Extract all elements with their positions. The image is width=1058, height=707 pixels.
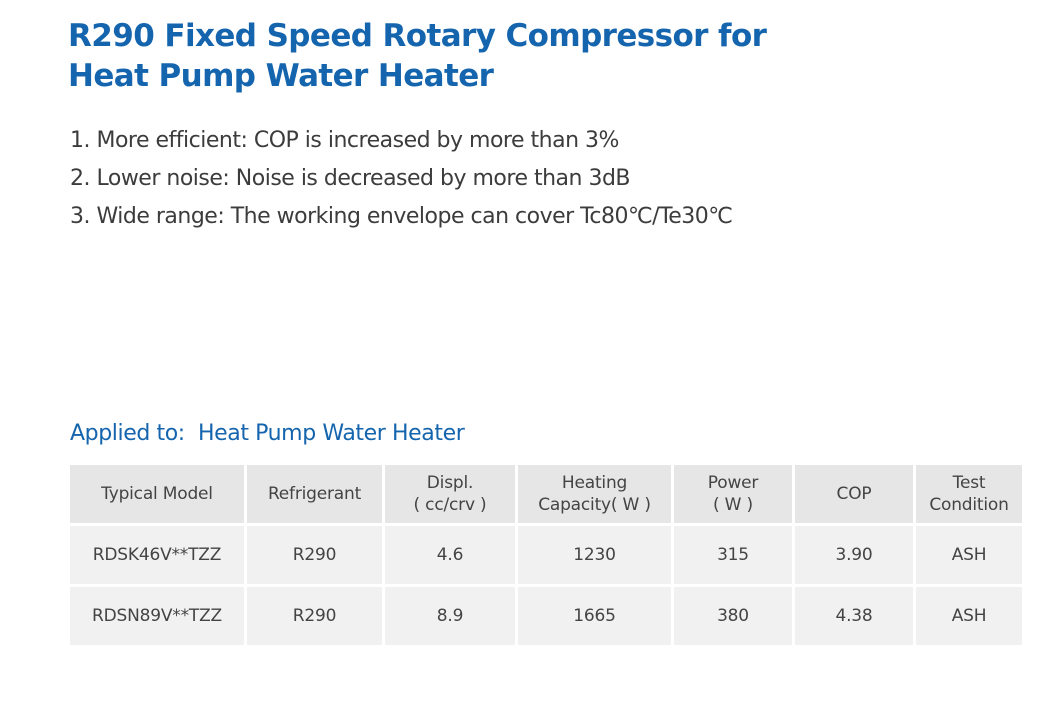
header-label: Power	[707, 473, 759, 493]
cell-refrigerant: R290	[247, 587, 382, 645]
table-row: RDSK46V**TZZ R290 4.6 1230 315 3.90 ASH	[70, 526, 1022, 584]
header-refrigerant: Refrigerant	[247, 465, 382, 523]
cell-model: RDSK46V**TZZ	[70, 526, 244, 584]
header-unit: ( W )	[713, 495, 753, 515]
header-label: Heating	[561, 473, 628, 493]
feature-list: 1. More efficient: COP is increased by m…	[70, 122, 733, 236]
header-label: Test	[952, 473, 986, 493]
header-unit: Capacity( W )	[538, 495, 651, 515]
header-label: Displ.	[426, 473, 474, 493]
header-typical-model: Typical Model	[70, 465, 244, 523]
feature-item-range: 3. Wide range: The working envelope can …	[70, 204, 733, 229]
cell-cop: 3.90	[795, 526, 913, 584]
header-label-2: Condition	[929, 495, 1009, 515]
table-header-row: Typical Model Refrigerant Displ. ( cc/cr…	[70, 465, 1022, 523]
cell-test-condition: ASH	[916, 587, 1022, 645]
feature-item-efficiency: 1. More efficient: COP is increased by m…	[70, 128, 619, 153]
feature-item-noise: 2. Lower noise: Noise is decreased by mo…	[70, 166, 631, 191]
cell-heating-capacity: 1230	[518, 526, 671, 584]
cell-heating-capacity: 1665	[518, 587, 671, 645]
title-line-1: R290 Fixed Speed Rotary Compressor for	[68, 18, 767, 54]
page-title: R290 Fixed Speed Rotary Compressor for H…	[68, 16, 767, 96]
spec-table: Typical Model Refrigerant Displ. ( cc/cr…	[67, 462, 1025, 648]
header-cop: COP	[795, 465, 913, 523]
cell-model: RDSN89V**TZZ	[70, 587, 244, 645]
header-label: Refrigerant	[267, 484, 362, 504]
applied-to-heading: Applied to: Heat Pump Water Heater	[70, 421, 465, 446]
table-row: RDSN89V**TZZ R290 8.9 1665 380 4.38 ASH	[70, 587, 1022, 645]
header-test-condition: Test Condition	[916, 465, 1022, 523]
cell-cop: 4.38	[795, 587, 913, 645]
cell-displacement: 8.9	[385, 587, 515, 645]
header-unit: ( cc/crv )	[413, 495, 487, 515]
cell-power: 380	[674, 587, 792, 645]
header-heating-capacity: Heating Capacity( W )	[518, 465, 671, 523]
cell-power: 315	[674, 526, 792, 584]
title-line-2: Heat Pump Water Heater	[68, 58, 494, 94]
cell-test-condition: ASH	[916, 526, 1022, 584]
header-displacement: Displ. ( cc/crv )	[385, 465, 515, 523]
header-label: COP	[836, 484, 872, 504]
cell-displacement: 4.6	[385, 526, 515, 584]
cell-refrigerant: R290	[247, 526, 382, 584]
header-label: Typical Model	[101, 484, 213, 504]
header-power: Power ( W )	[674, 465, 792, 523]
